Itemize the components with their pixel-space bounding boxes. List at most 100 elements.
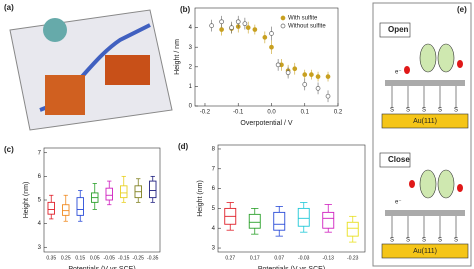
sulfur-label: S	[406, 238, 410, 244]
point	[252, 27, 258, 32]
point	[269, 31, 274, 36]
y-tick-label: 5	[212, 206, 216, 212]
y-tick-label: 6	[212, 186, 216, 192]
x-tick-label: 0.17	[250, 255, 260, 261]
box	[120, 185, 128, 199]
electron-label: e⁻	[395, 200, 402, 206]
sulfur-label: S	[438, 238, 442, 244]
y-tick-label: 3	[212, 246, 216, 252]
x-tick-label: -0.05	[104, 255, 116, 261]
monolayer	[385, 210, 465, 216]
x-tick-label: -0.23	[347, 255, 359, 261]
legend-label: Without sulfite	[288, 24, 326, 30]
state-label: Close	[388, 155, 410, 164]
point	[245, 25, 251, 30]
y-tick-label: 4	[189, 25, 193, 31]
y-tick-label: 2	[189, 64, 193, 70]
x-tick-label: -0.25	[133, 255, 145, 261]
x-tick-label: -0.03	[298, 255, 310, 261]
protein	[419, 169, 437, 199]
point	[275, 62, 281, 68]
x-tick-label: 0.25	[61, 255, 71, 261]
y-tick-label: 3	[189, 45, 193, 51]
box	[62, 204, 70, 216]
panel-label: (c)	[4, 145, 14, 154]
x-axis-label: Overpotential / V	[240, 120, 292, 127]
heme	[457, 184, 463, 192]
box	[76, 197, 84, 216]
plot-area	[43, 147, 161, 253]
electrode-label: Au(111)	[413, 248, 437, 255]
point	[219, 27, 224, 32]
protein	[437, 169, 455, 199]
x-tick-label: -0.1	[233, 110, 244, 116]
point	[269, 44, 274, 50]
sulfur-label: S	[438, 108, 442, 114]
point	[309, 72, 314, 77]
box	[297, 207, 310, 227]
y-tick-label: 6	[38, 174, 42, 180]
point	[292, 66, 298, 72]
point	[262, 35, 268, 40]
sulfur-label: S	[406, 108, 410, 114]
heme	[409, 180, 415, 188]
x-tick-label: 0.27	[225, 255, 235, 261]
point	[325, 93, 331, 99]
y-tick-label: 3	[38, 245, 42, 251]
point	[219, 19, 224, 25]
y-axis-label: Height (nm)	[23, 182, 30, 219]
point	[235, 19, 241, 25]
heme	[457, 60, 463, 68]
x-tick-label: 0.07	[274, 255, 284, 261]
protein	[419, 43, 437, 73]
box	[105, 187, 113, 201]
box	[322, 211, 335, 229]
x-axis-label: Potentials (V vs SCE)	[258, 266, 325, 269]
monolayer	[385, 80, 465, 86]
afm-image	[45, 75, 85, 115]
y-tick-label: 7	[212, 166, 216, 172]
y-tick-label: 1	[189, 84, 193, 90]
panel-label: (e)	[457, 5, 467, 14]
y-tick-label: 4	[212, 226, 216, 232]
afm-image	[105, 55, 150, 85]
heme	[404, 66, 410, 74]
point	[302, 82, 308, 87]
electrode	[381, 113, 469, 129]
y-tick-label: 0	[189, 104, 193, 110]
sulfur-label: S	[422, 108, 426, 114]
x-axis-label: Potentials (V vs SCE)	[68, 266, 135, 269]
y-tick-label: 7	[38, 150, 42, 156]
box	[149, 180, 157, 199]
legend-marker	[280, 15, 286, 21]
sulfur-label: S	[390, 108, 394, 114]
legend-label: With sulfite	[288, 16, 318, 22]
point	[315, 74, 321, 79]
plot-area	[194, 7, 339, 107]
x-tick-label: 0.2	[334, 110, 343, 116]
sulfur-label: S	[454, 108, 458, 114]
point	[242, 21, 248, 27]
legend-marker	[280, 23, 286, 29]
x-tick-label: -0.35	[147, 255, 159, 261]
sulfur-label: S	[390, 238, 394, 244]
plot-area	[217, 144, 366, 253]
x-tick-label: -0.15	[118, 255, 130, 261]
electrode	[381, 243, 469, 259]
protein	[437, 43, 455, 73]
electrode-label: Au(111)	[413, 118, 437, 125]
point	[325, 74, 331, 79]
label-box	[379, 152, 411, 168]
panel-label: (b)	[180, 5, 191, 14]
y-tick-label: 8	[212, 147, 216, 153]
sulfur-label: S	[422, 238, 426, 244]
x-tick-label: -0.2	[200, 110, 211, 116]
electron-label: e⁻	[395, 70, 402, 76]
point	[229, 25, 234, 30]
point	[315, 86, 321, 91]
protein	[43, 18, 67, 42]
y-axis-label: Height (nm)	[197, 180, 204, 217]
y-tick-label: 5	[38, 198, 42, 204]
